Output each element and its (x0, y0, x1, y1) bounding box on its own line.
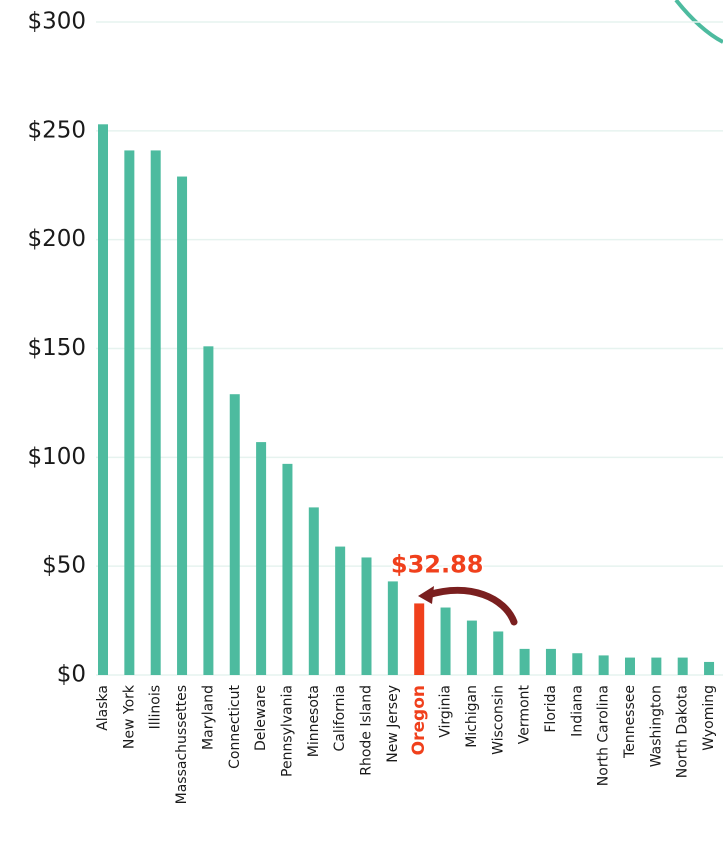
bar (572, 653, 583, 675)
x-tick-label: New Jersey (385, 685, 401, 763)
decorative-arc (674, 0, 723, 44)
bar (414, 603, 425, 675)
bar (598, 655, 609, 675)
x-tick-label: Massachussettes (174, 685, 190, 804)
bar (387, 581, 398, 675)
bar (150, 150, 161, 675)
bar (704, 661, 715, 675)
x-tick-label: North Carolina (596, 685, 612, 786)
bar (282, 463, 293, 675)
grid (96, 21, 723, 676)
bar (124, 150, 135, 675)
x-tick-label: Virginia (438, 685, 454, 738)
bar (440, 607, 451, 675)
x-tick-label: New York (121, 684, 137, 749)
bar (335, 546, 346, 675)
bars (98, 124, 715, 675)
data-label: $32.88 (391, 550, 484, 578)
x-tick-label: Tennessee (622, 685, 638, 759)
x-tick-label: Michigan (464, 685, 480, 748)
bar (651, 657, 662, 675)
bar (256, 442, 267, 675)
x-tick-label: Wyoming (701, 685, 717, 751)
bar (466, 620, 477, 675)
y-tick-label: $50 (42, 553, 86, 579)
x-tick-label: California (332, 685, 348, 751)
y-tick-label: $0 (57, 662, 86, 688)
bar (229, 394, 240, 675)
bar (545, 648, 556, 675)
x-tick-label: Indiana (569, 685, 585, 737)
bar (625, 657, 635, 675)
y-tick-label: $200 (27, 226, 86, 252)
bar (519, 648, 530, 675)
x-tick-label: Alaska (95, 685, 111, 731)
x-tick-label: North Dakota (675, 685, 691, 778)
bar (177, 176, 188, 675)
bar (493, 631, 504, 675)
x-tick-label: Wisconsin (490, 685, 506, 755)
x-tick-label: Deleware (253, 685, 269, 751)
y-tick-label: $300 (27, 9, 86, 35)
x-tick-label: Illinois (148, 685, 164, 729)
x-tick-label: Florida (543, 685, 559, 733)
y-tick-label: $250 (27, 117, 86, 143)
x-tick-label: Washington (648, 685, 664, 767)
y-tick-label: $100 (27, 444, 86, 470)
x-tick-label: Oregon (409, 685, 429, 755)
bar (203, 346, 214, 675)
x-tick-label: Minnesota (306, 685, 322, 757)
bar (677, 657, 688, 675)
x-tick-label: Rhode Island (359, 685, 375, 776)
x-tick-label: Pennsylvania (279, 685, 295, 777)
y-tick-label: $150 (27, 335, 86, 361)
annotation-arrowhead (418, 586, 434, 604)
bar (98, 124, 108, 675)
x-tick-label: Maryland (200, 685, 216, 750)
bar (308, 507, 319, 675)
annotation-arrow (424, 586, 518, 626)
labels: $0 $50 $100 $150 $200 $250 $300 Alaska New York I… (27, 9, 717, 805)
x-tick-label: Vermont (517, 684, 533, 744)
x-tick-label: Connecticut (227, 684, 243, 768)
bar (361, 557, 372, 675)
